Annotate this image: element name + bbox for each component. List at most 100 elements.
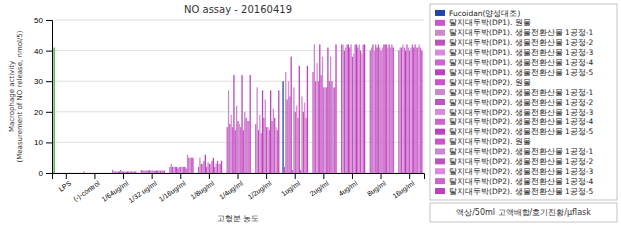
bar xyxy=(199,158,200,173)
legend: Fucoidan(양성대조)탈지대두박(DP1). 원물탈지대두박(DP1). … xyxy=(430,4,617,200)
bar xyxy=(270,90,271,173)
x-tick: 1ug/ml xyxy=(280,173,302,198)
y-tick-label: 40 xyxy=(34,47,43,56)
bar xyxy=(173,167,174,173)
bar xyxy=(303,112,304,173)
bar xyxy=(59,173,60,174)
legend-swatch xyxy=(435,40,445,46)
legend-swatch xyxy=(435,99,445,105)
legend-item: 탈지대두박(DP2). 생물전환산물 1공정-1 xyxy=(435,88,594,97)
footnote-text: 액상/50ml 고액배합/호기진황/μflask xyxy=(456,208,591,217)
bar xyxy=(346,44,347,173)
bar xyxy=(319,44,320,173)
bar-series xyxy=(120,44,407,173)
bar xyxy=(356,44,357,173)
y-tick: 0 xyxy=(39,169,52,178)
y-tick-mark xyxy=(46,81,52,82)
bar-series xyxy=(122,44,409,173)
bar xyxy=(273,109,274,173)
bar-series xyxy=(131,44,418,173)
bar xyxy=(300,170,301,173)
bar xyxy=(349,48,350,173)
bar xyxy=(162,171,163,173)
bar xyxy=(89,173,90,174)
bar xyxy=(96,173,97,174)
bar xyxy=(143,171,144,173)
legend-swatch xyxy=(435,188,445,194)
bar xyxy=(68,173,69,174)
legend-label: 탈지대두박(DP1). 원물 xyxy=(449,18,531,27)
bar xyxy=(409,51,410,173)
legend-label: 탈지대두박(DP1). 생물전환산물 1공정-5 xyxy=(449,68,594,77)
bar xyxy=(70,173,71,174)
x-tick-label: LPS xyxy=(57,179,72,193)
bar xyxy=(60,173,61,174)
legend-label: Fucoidan(양성대조) xyxy=(449,9,520,18)
legend-item: 탈지대두박(DP2). 생물전환산물 1공정-4 xyxy=(435,117,594,126)
bar xyxy=(348,44,349,173)
legend-label: 탈지대두박(DP1). 생물전환산물 1공정-2 xyxy=(449,38,594,47)
bar xyxy=(301,97,302,174)
x-tick-label: 1ug/ml xyxy=(280,179,302,198)
bars xyxy=(53,44,422,173)
bar xyxy=(391,44,392,173)
x-tick: 1/64ug/ml xyxy=(100,173,130,204)
bar xyxy=(134,171,135,173)
bar xyxy=(216,164,217,173)
legend-label: 탈지대두박(DP2). 생물전환산물 1공정-1 xyxy=(449,88,594,97)
bar xyxy=(141,170,142,173)
bar xyxy=(112,170,113,173)
bar xyxy=(202,164,203,173)
x-tick-label: 1/32 ug/ml xyxy=(127,179,159,205)
legend-item: 탈지대두박(DP1). 생물전환산물 1공정-1 xyxy=(435,28,594,37)
bar xyxy=(218,164,219,173)
bar xyxy=(393,48,394,173)
footnote: 액상/50ml 고액배합/호기진황/μflask xyxy=(430,203,617,222)
x-axis: LPS(-)-control1/64ug/ml1/32 ug/ml1/16ug/… xyxy=(53,173,425,205)
bar xyxy=(412,44,413,173)
bar xyxy=(352,57,353,173)
bar xyxy=(211,161,212,173)
bar xyxy=(197,173,198,174)
bar xyxy=(58,173,59,174)
footnote-box xyxy=(430,203,617,222)
y-tick-label: 30 xyxy=(34,77,43,86)
x-tick-label: 8ug/ml xyxy=(366,179,388,198)
x-tick-label: 2ug/ml xyxy=(309,179,331,198)
bar xyxy=(240,127,241,173)
bar xyxy=(101,173,102,174)
y-tick: 20 xyxy=(34,108,52,117)
legend-swatch xyxy=(435,158,445,164)
bar xyxy=(104,173,105,174)
bar xyxy=(169,167,170,173)
bar xyxy=(188,158,189,173)
bar xyxy=(123,171,124,173)
bar-series xyxy=(113,44,400,173)
bar xyxy=(100,173,101,174)
bar xyxy=(171,164,172,173)
legend-swatch xyxy=(435,148,445,154)
y-label: Macrophage activity(Measurement of NO re… xyxy=(8,30,24,162)
bar xyxy=(341,44,342,173)
bar xyxy=(225,173,226,174)
bar xyxy=(135,171,136,173)
bar-series xyxy=(123,51,410,173)
bar xyxy=(335,44,336,173)
bar xyxy=(67,173,68,174)
legend-item: 탈지대두박(DP2). 생물전환산물 1공정-4 xyxy=(435,177,594,186)
bar xyxy=(259,115,260,173)
bar xyxy=(158,171,159,173)
bar xyxy=(236,106,237,173)
x-tick: 1/4ug/ml xyxy=(218,173,245,201)
bar-series xyxy=(134,44,421,173)
bar xyxy=(250,75,251,173)
legend-item: 탈지대두박(DP1). 원물 xyxy=(435,18,531,27)
bar xyxy=(181,167,182,173)
bar xyxy=(357,48,358,173)
legend-item: 탈지대두박(DP1). 생물전환산물 1공정-2 xyxy=(435,38,594,47)
bar xyxy=(150,171,151,173)
x-tick: 4ug/ml xyxy=(337,173,359,198)
bar xyxy=(132,171,133,173)
grid-line xyxy=(52,111,424,112)
bar xyxy=(271,121,272,173)
